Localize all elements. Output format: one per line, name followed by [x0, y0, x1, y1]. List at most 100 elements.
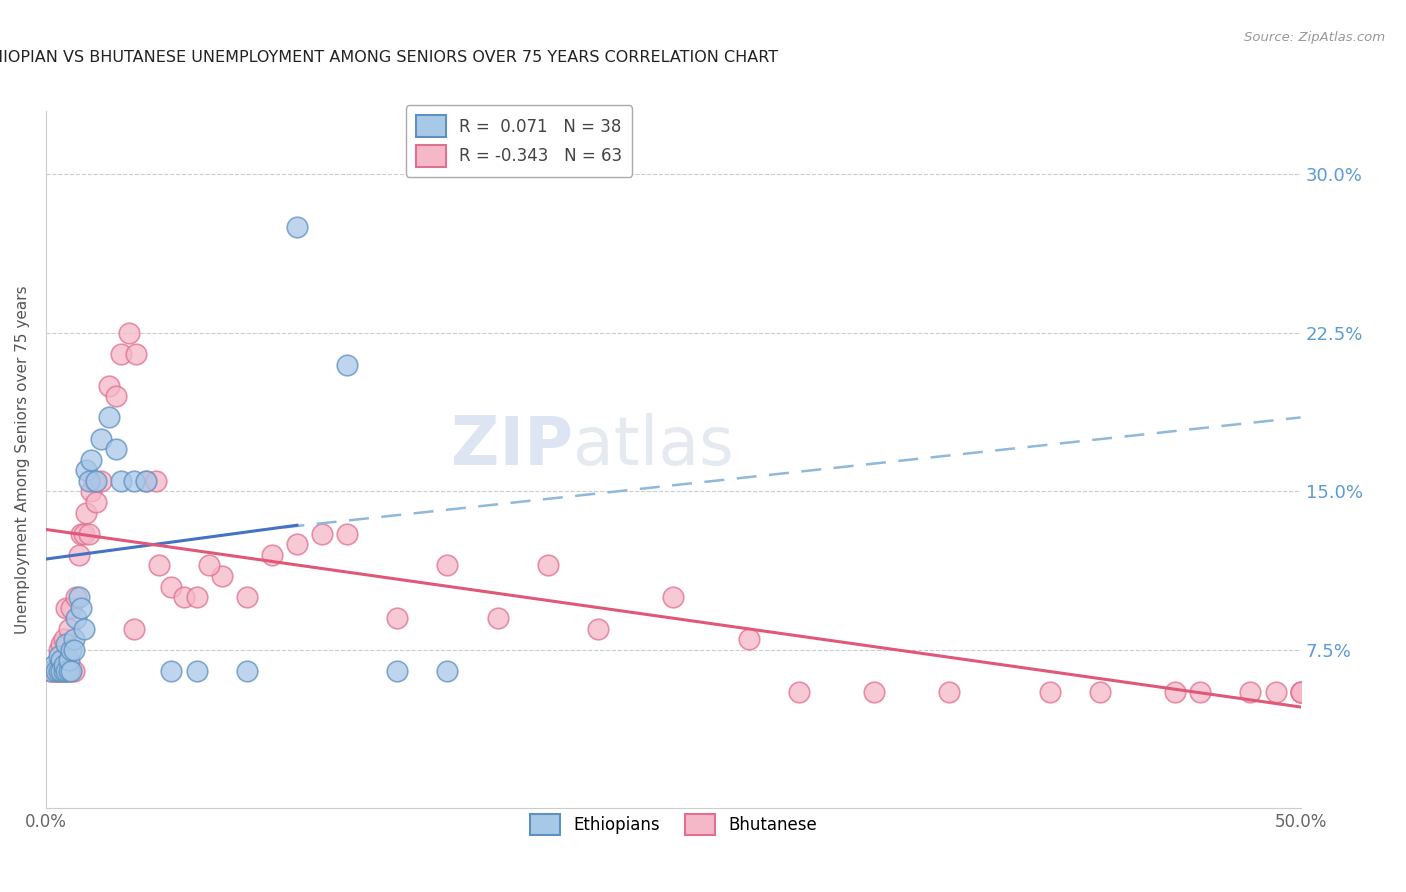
- Point: [135, 474, 157, 488]
- Point: [387, 611, 409, 625]
- Point: [122, 474, 145, 488]
- Point: [67, 548, 90, 562]
- Point: [1289, 685, 1312, 699]
- Point: [52, 657, 75, 672]
- Point: [160, 580, 183, 594]
- Point: [39, 664, 62, 678]
- Point: [75, 506, 97, 520]
- Text: Source: ZipAtlas.com: Source: ZipAtlas.com: [1244, 31, 1385, 45]
- Point: [48, 664, 70, 678]
- Point: [77, 474, 100, 488]
- Point: [49, 637, 72, 651]
- Point: [863, 685, 886, 699]
- Point: [60, 600, 83, 615]
- Point: [65, 590, 87, 604]
- Y-axis label: Unemployment Among Seniors over 75 years: Unemployment Among Seniors over 75 years: [15, 285, 30, 634]
- Point: [125, 347, 148, 361]
- Point: [211, 569, 233, 583]
- Point: [58, 622, 80, 636]
- Point: [60, 643, 83, 657]
- Point: [60, 664, 83, 678]
- Point: [77, 526, 100, 541]
- Point: [135, 474, 157, 488]
- Point: [58, 664, 80, 678]
- Point: [97, 410, 120, 425]
- Point: [198, 558, 221, 573]
- Point: [45, 664, 67, 678]
- Point: [110, 474, 132, 488]
- Text: ETHIOPIAN VS BHUTANESE UNEMPLOYMENT AMONG SENIORS OVER 75 YEARS CORRELATION CHAR: ETHIOPIAN VS BHUTANESE UNEMPLOYMENT AMON…: [0, 50, 778, 65]
- Point: [52, 664, 75, 678]
- Point: [90, 474, 112, 488]
- Point: [55, 664, 77, 678]
- Point: [737, 632, 759, 647]
- Point: [83, 474, 105, 488]
- Point: [72, 526, 94, 541]
- Point: [84, 495, 107, 509]
- Point: [486, 611, 509, 625]
- Point: [65, 611, 87, 625]
- Text: ZIP: ZIP: [451, 413, 572, 479]
- Point: [80, 484, 103, 499]
- Point: [235, 590, 257, 604]
- Point: [90, 432, 112, 446]
- Point: [787, 685, 810, 699]
- Point: [105, 442, 128, 457]
- Point: [84, 474, 107, 488]
- Point: [586, 622, 609, 636]
- Point: [110, 347, 132, 361]
- Point: [186, 590, 208, 604]
- Point: [48, 643, 70, 657]
- Point: [1289, 685, 1312, 699]
- Point: [537, 558, 560, 573]
- Point: [186, 664, 208, 678]
- Point: [160, 664, 183, 678]
- Point: [235, 664, 257, 678]
- Point: [67, 590, 90, 604]
- Point: [1239, 685, 1261, 699]
- Point: [42, 657, 65, 672]
- Point: [1088, 685, 1111, 699]
- Point: [70, 600, 93, 615]
- Point: [145, 474, 167, 488]
- Point: [75, 463, 97, 477]
- Point: [285, 537, 308, 551]
- Point: [80, 452, 103, 467]
- Point: [436, 664, 458, 678]
- Point: [938, 685, 960, 699]
- Point: [52, 664, 75, 678]
- Point: [42, 664, 65, 678]
- Point: [1164, 685, 1187, 699]
- Point: [173, 590, 195, 604]
- Point: [1264, 685, 1286, 699]
- Point: [662, 590, 685, 604]
- Point: [72, 622, 94, 636]
- Point: [55, 600, 77, 615]
- Point: [49, 664, 72, 678]
- Point: [336, 526, 359, 541]
- Point: [148, 558, 170, 573]
- Point: [436, 558, 458, 573]
- Point: [105, 389, 128, 403]
- Point: [70, 526, 93, 541]
- Point: [55, 664, 77, 678]
- Point: [118, 326, 141, 340]
- Point: [60, 664, 83, 678]
- Point: [387, 664, 409, 678]
- Point: [285, 220, 308, 235]
- Legend: Ethiopians, Bhutanese: Ethiopians, Bhutanese: [523, 807, 824, 842]
- Text: atlas: atlas: [572, 413, 734, 479]
- Point: [336, 358, 359, 372]
- Point: [55, 637, 77, 651]
- Point: [311, 526, 333, 541]
- Point: [62, 664, 84, 678]
- Point: [49, 664, 72, 678]
- Point: [122, 622, 145, 636]
- Point: [62, 643, 84, 657]
- Point: [58, 653, 80, 667]
- Point: [1039, 685, 1062, 699]
- Point: [39, 664, 62, 678]
- Point: [260, 548, 283, 562]
- Point: [48, 664, 70, 678]
- Point: [48, 649, 70, 664]
